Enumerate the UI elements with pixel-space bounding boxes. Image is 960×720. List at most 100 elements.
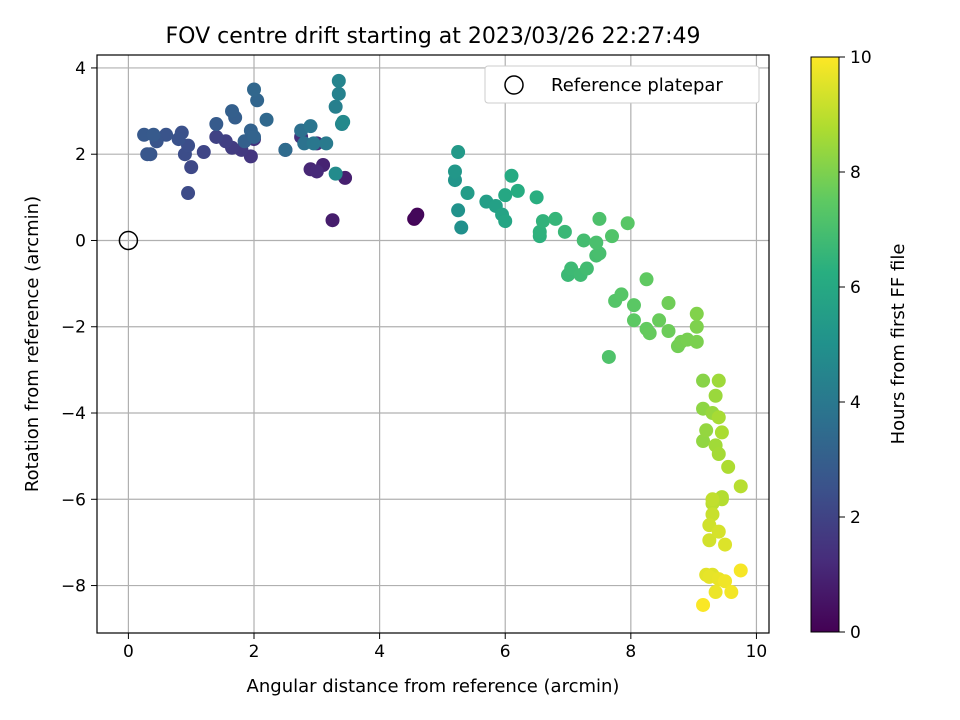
data-point [535, 214, 550, 229]
data-point [171, 132, 186, 147]
x-tick-label: 4 [374, 642, 385, 662]
data-point [614, 287, 629, 302]
data-point [409, 209, 424, 224]
data-point [642, 326, 657, 341]
data-point [140, 147, 155, 162]
y-tick-label: −6 [61, 490, 86, 510]
colorbar: 0 2 4 6 8 10 Hours from first FF file [810, 48, 909, 643]
data-point [702, 533, 717, 548]
data-point [696, 597, 711, 612]
data-point [303, 119, 318, 134]
data-point [592, 246, 607, 261]
data-point [733, 479, 748, 494]
data-point [661, 324, 676, 339]
legend: Reference platepar [484, 65, 760, 104]
data-point [454, 220, 469, 235]
x-tick-label: 8 [625, 642, 636, 662]
data-point [184, 160, 199, 175]
data-points [137, 73, 748, 612]
data-point [652, 313, 667, 328]
data-point [181, 186, 196, 201]
y-tick-label: −2 [61, 318, 86, 338]
y-tick-label: −8 [61, 577, 86, 597]
data-point [718, 537, 733, 552]
x-axis-ticks: 0 2 4 6 8 10 [123, 633, 767, 662]
data-point [592, 211, 607, 226]
y-axis-ticks: −8 −6 −4 −2 0 2 4 [61, 59, 97, 597]
y-tick-label: 0 [75, 231, 86, 251]
data-point [529, 190, 544, 205]
data-point [259, 112, 274, 127]
data-point [711, 446, 726, 461]
data-point [331, 73, 346, 88]
data-point [705, 507, 720, 522]
data-point [579, 261, 594, 276]
colorbar-tick-label: 8 [850, 163, 861, 183]
data-point [626, 313, 641, 328]
data-point [328, 99, 343, 114]
x-tick-label: 6 [500, 642, 511, 662]
data-point [532, 224, 547, 239]
data-point [699, 423, 714, 438]
data-point [498, 188, 513, 203]
data-point [620, 216, 635, 231]
data-point [209, 117, 224, 132]
data-point [498, 214, 513, 229]
data-point [714, 425, 729, 440]
data-point [718, 574, 733, 589]
colorbar-tick-label: 0 [850, 623, 861, 643]
x-axis-label: Angular distance from reference (arcmin) [247, 676, 620, 697]
data-point [708, 388, 723, 403]
data-point [328, 166, 343, 181]
data-point [336, 114, 351, 129]
colorbar-tick-label: 4 [850, 393, 861, 413]
data-point [589, 235, 604, 250]
data-point [306, 136, 321, 151]
colorbar-tick-label: 10 [850, 48, 872, 68]
legend-box [484, 65, 760, 104]
data-point [604, 229, 619, 244]
data-point [278, 142, 293, 157]
data-point [689, 319, 704, 334]
data-point [451, 145, 466, 160]
data-point [724, 585, 739, 600]
data-point [557, 224, 572, 239]
data-point [209, 129, 224, 144]
data-point [331, 86, 346, 101]
y-axis-label: Rotation from reference (arcmin) [22, 196, 43, 492]
data-point [711, 524, 726, 539]
data-point [601, 349, 616, 364]
reference-platepar-marker [118, 230, 139, 251]
plot-frame [96, 54, 770, 634]
colorbar-gradient [810, 56, 840, 633]
y-tick-label: 4 [75, 59, 86, 79]
data-point [708, 585, 723, 600]
data-point [250, 93, 265, 108]
y-tick-label: 2 [75, 145, 86, 165]
data-point [447, 164, 462, 179]
data-point [733, 563, 748, 578]
data-point [696, 373, 711, 388]
x-tick-label: 10 [746, 642, 768, 662]
data-point [689, 306, 704, 321]
data-point [626, 298, 641, 313]
data-point [146, 127, 161, 142]
data-point [689, 334, 704, 349]
data-point [696, 434, 711, 449]
colorbar-tick-label: 6 [850, 278, 861, 298]
data-point [196, 145, 211, 160]
data-point [319, 136, 334, 151]
x-tick-label: 2 [249, 642, 260, 662]
data-point [711, 373, 726, 388]
data-point [225, 104, 240, 119]
x-tick-label: 0 [123, 642, 134, 662]
data-point [576, 233, 591, 248]
legend-marker-icon [504, 75, 524, 95]
colorbar-label: Hours from first FF file [888, 244, 909, 445]
data-point [661, 296, 676, 311]
data-point [451, 203, 466, 218]
data-point [510, 183, 525, 198]
colorbar-ticks: 0 2 4 6 8 10 [839, 48, 872, 643]
data-point [721, 459, 736, 474]
